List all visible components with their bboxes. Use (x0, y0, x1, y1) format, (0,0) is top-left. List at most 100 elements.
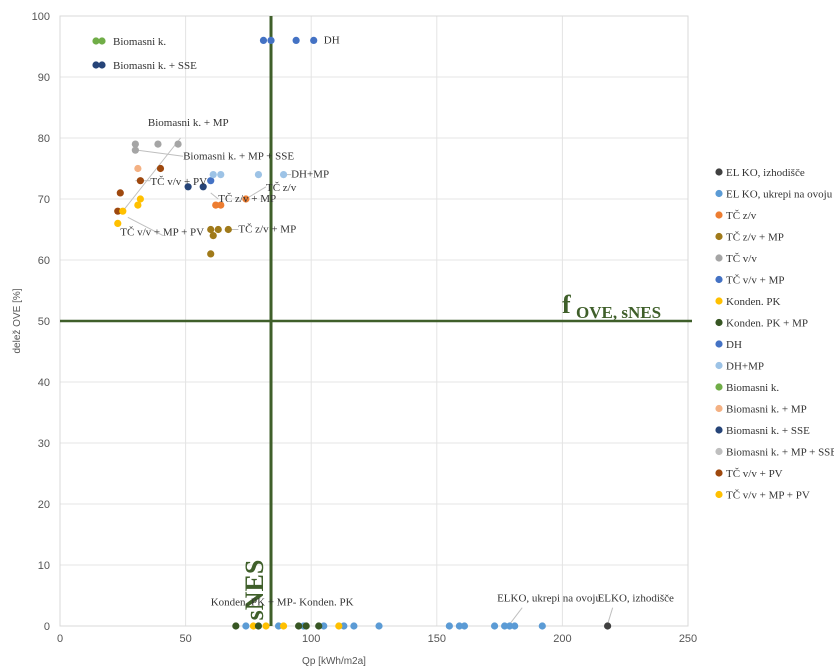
fove-label: f (562, 290, 571, 319)
data-point (335, 622, 343, 630)
legend-marker (715, 297, 723, 305)
legend-marker (715, 361, 723, 370)
legend-item: Biomasni k. (715, 382, 779, 394)
data-point (302, 622, 310, 630)
x-tick-label: 200 (553, 633, 571, 645)
axes: 0 50 100 150 200 250 0 10 20 30 40 50 60 70 80 90 100 Qp … (12, 11, 697, 667)
inner-legend-marker (98, 61, 106, 69)
data-point (501, 622, 509, 630)
annotation-leader-line (122, 137, 181, 212)
data-point (199, 183, 207, 191)
annotation-label: TČ v/v + PV (150, 176, 207, 188)
inner-legend-item: Biomasni k. + SSE (92, 60, 197, 72)
inner-legend: Biomasni k. Biomasni k. + SSE (92, 36, 197, 72)
data-point (604, 622, 612, 630)
annotation-label: TČ z/v + MP (218, 193, 276, 205)
inner-legend-marker (98, 37, 106, 45)
data-point (207, 177, 215, 185)
data-point (207, 225, 215, 234)
data-point (136, 177, 144, 185)
legend-label: TČ v/v (726, 253, 757, 265)
legend-item: TČ v/v + MP (715, 275, 784, 287)
legend-label: DH+MP (726, 361, 764, 373)
annotation-label: DH (324, 34, 340, 46)
data-point (242, 195, 250, 203)
y-tick-label: 10 (38, 560, 50, 572)
legend-item: DH (715, 339, 742, 351)
legend-marker (715, 490, 723, 499)
y-tick-label: 40 (38, 377, 50, 389)
data-points (114, 36, 612, 630)
data-point (315, 622, 323, 630)
data-point (254, 622, 263, 630)
legend-item: Konden. PK + MP (715, 318, 808, 330)
data-point (292, 36, 300, 45)
legend-item: TČ v/v + PV (715, 468, 783, 480)
data-point (217, 171, 225, 179)
inner-legend-marker (92, 61, 100, 69)
data-point (279, 622, 288, 630)
legend-item: DH+MP (715, 361, 764, 373)
legend-label: TČ z/v (726, 210, 757, 222)
x-tick-label: 100 (302, 633, 320, 645)
data-point (274, 622, 283, 630)
data-point (375, 622, 383, 630)
data-point (214, 225, 222, 234)
legend-marker (715, 404, 723, 413)
data-point (134, 201, 142, 209)
legend-label: TČ v/v + PV (726, 468, 783, 480)
legend-item: EL KO, ukrepi na ovoju (715, 189, 833, 201)
annotation-label: TČ z/v (266, 182, 297, 194)
legend-label: EL KO, ukrepi na ovoju (726, 189, 833, 201)
data-point (460, 622, 469, 630)
data-point (217, 201, 225, 209)
legend-marker (715, 426, 723, 434)
fove-label-subscript: OVE, sNES (576, 303, 661, 322)
x-axis-title: Qp [kWh/m2a] (302, 656, 366, 667)
annotation-leader-line (127, 216, 164, 237)
annotation-leader-line (137, 149, 184, 157)
legend-marker (715, 340, 723, 348)
annotation-leader-line (210, 192, 219, 200)
y-tick-label: 0 (44, 621, 50, 633)
legend-marker (715, 318, 723, 327)
legend-marker (715, 275, 723, 284)
data-point (242, 622, 250, 630)
data-point (131, 140, 139, 148)
legend-label: Konden. PK (726, 296, 780, 308)
data-point (134, 164, 142, 173)
y-tick-label: 90 (38, 72, 50, 84)
annotation-label: Biomasni k. + MP + SSE (183, 150, 294, 162)
y-tick-label: 60 (38, 255, 50, 267)
legend-item: Biomasni k. + MP + SSE (715, 447, 834, 459)
data-point (259, 36, 268, 45)
inner-legend-item: Biomasni k. (92, 36, 166, 48)
data-point (156, 164, 165, 173)
data-point (249, 622, 258, 630)
legend-item: Biomasni k. + MP (715, 404, 807, 416)
data-point (209, 232, 217, 240)
legend-marker (715, 211, 723, 219)
annotation-label: ELKO, izhodišče (598, 593, 674, 605)
data-point (114, 207, 122, 215)
snes-label: sNES (240, 560, 269, 621)
data-point (209, 171, 217, 179)
data-point (445, 622, 453, 630)
legend-item: Biomasni k. + SSE (715, 425, 810, 437)
data-point (184, 183, 192, 191)
annotation-label: ELKO, ukrepi na ovoju (497, 593, 601, 605)
legend-item: TČ v/v + MP + PV (715, 490, 810, 502)
legend-label: Biomasni k. + MP (726, 404, 807, 416)
inner-legend-label: Biomasni k. + SSE (113, 60, 197, 72)
y-axis-title: delež OVE [%] (12, 288, 23, 353)
data-point (154, 140, 162, 148)
y-tick-label: 100 (32, 11, 50, 23)
legend-marker (715, 447, 723, 456)
legend-label: TČ v/v + MP + PV (726, 490, 810, 502)
data-point (207, 250, 215, 258)
annotation-leader-lines (122, 137, 614, 625)
annotation-label: TČ v/v + MP + PV (120, 227, 204, 239)
annotation-label: DH+MP (291, 169, 329, 181)
data-point (320, 622, 328, 630)
data-point (114, 219, 122, 227)
